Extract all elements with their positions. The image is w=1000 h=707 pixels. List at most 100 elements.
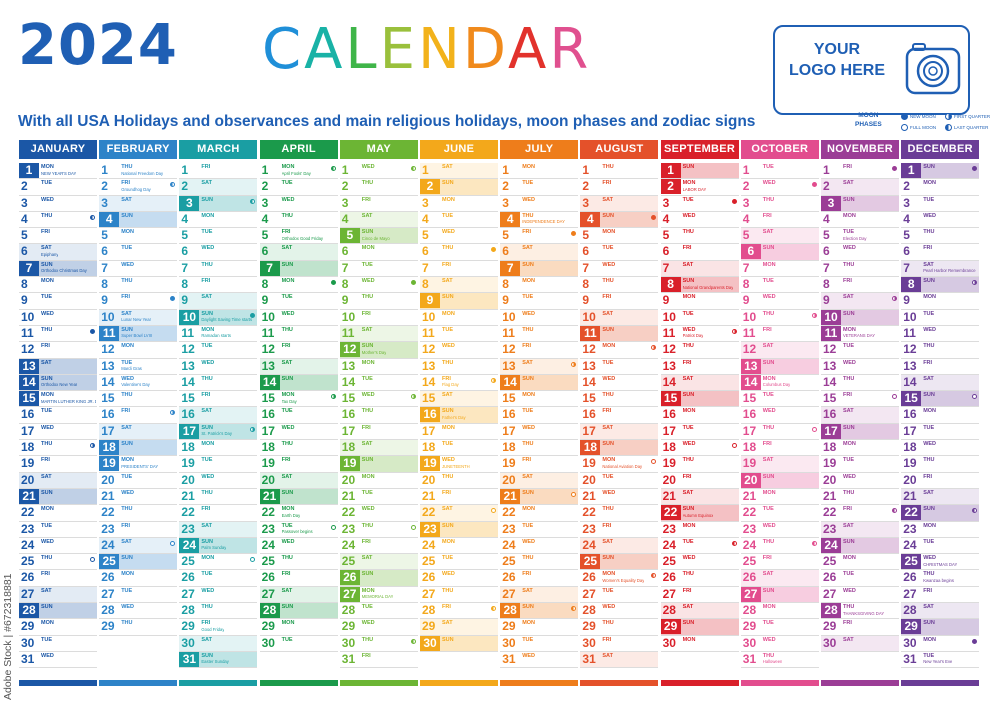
day-number: 13 xyxy=(341,358,356,373)
day-number: 12 xyxy=(582,342,596,357)
day-row: 1 SAT xyxy=(420,163,498,180)
weekday-label: SAT xyxy=(602,652,613,659)
last-quarter-icon xyxy=(170,182,176,188)
day-number: 26 xyxy=(823,570,837,585)
day-row: 24 TUE xyxy=(901,538,980,555)
weekday-label: MON xyxy=(121,571,135,578)
weekday-label: MON xyxy=(602,343,616,350)
day-row: 28 WED xyxy=(580,603,659,620)
weekday-label: THU xyxy=(923,343,935,350)
weekday-label: MON xyxy=(361,473,375,480)
weekday-label: FRI xyxy=(762,441,772,448)
weekday-label: SUN xyxy=(923,278,935,285)
day-row: 29 FRI Good Friday xyxy=(179,619,258,636)
day-number: 25 xyxy=(823,554,837,569)
day-row: 12 TUE xyxy=(179,342,258,359)
day-row: 10 SAT xyxy=(580,309,659,326)
day-number: 14 xyxy=(259,374,280,390)
day-row: 15 MON xyxy=(500,391,579,408)
day-row: 22 THU xyxy=(580,505,659,522)
weekday-label: THU xyxy=(762,310,775,317)
day-row: 26 TUE xyxy=(179,570,258,587)
day-number: 13 xyxy=(502,358,516,373)
month-column: FEBRUARY 1 THU National Freedom Day 2 FRI Grou… xyxy=(99,140,178,687)
day-number: 13 xyxy=(19,358,39,374)
month-header: JANUARY xyxy=(19,140,97,159)
day-row: 24 WED xyxy=(500,538,579,555)
weekday-label: SAT xyxy=(361,555,373,562)
weekday-label: SUN xyxy=(923,392,935,399)
day-number: 25 xyxy=(99,554,120,570)
weekday-label: FRI xyxy=(762,555,772,562)
day-number: 30 xyxy=(341,635,356,650)
day-number: 25 xyxy=(901,554,922,570)
day-row: 29 TUE xyxy=(740,619,819,636)
weekday-label: SUN xyxy=(522,375,534,382)
day-number: 27 xyxy=(21,586,35,601)
day-number: 27 xyxy=(903,586,917,601)
day-number: 19 xyxy=(420,456,440,472)
weekday-label: FRI xyxy=(361,310,371,317)
day-number: 19 xyxy=(823,456,837,471)
day-number: 13 xyxy=(261,358,275,373)
weekday-label: TUE xyxy=(281,180,293,187)
day-note: Kwanzaa begins xyxy=(923,577,954,583)
weekday-label: WED xyxy=(41,196,54,203)
day-row: 29 MON xyxy=(259,619,338,636)
day-note: Patriot Day xyxy=(682,333,704,339)
day-number: 21 xyxy=(662,488,676,503)
day-row: 14 MON Columbus Day xyxy=(740,374,819,392)
day-number: 7 xyxy=(823,260,830,275)
day-number: 17 xyxy=(261,423,275,438)
day-number: 28 xyxy=(662,603,676,618)
weekday-label: MON xyxy=(843,441,856,448)
day-row: 30 WED xyxy=(740,636,819,652)
weekday-label: SUN xyxy=(201,538,214,545)
day-note: New Year's Eve xyxy=(923,659,953,665)
logo-placeholder: YOUR LOGO HERE xyxy=(773,25,970,115)
weekday-label: SUN xyxy=(201,196,214,203)
day-list: 1 SUN 2 MON 3 TUE 4 WED 5 THU 6 FRI 7 SAT Pearl Harbor… xyxy=(901,163,980,669)
day-row: 17 TUE xyxy=(660,424,739,441)
month-column: JULY 1 MON 2 TUE 3 WED 4 THU INDEPENDENCE DAY 5 FRI… xyxy=(500,140,579,687)
weekday-label: FRI xyxy=(602,408,612,415)
legend-full-moon-label: FULL MOON xyxy=(910,125,937,130)
day-number: 25 xyxy=(662,554,676,569)
day-number: 28 xyxy=(341,603,356,618)
day-number: 30 xyxy=(502,635,516,650)
weekday-label: TUE xyxy=(522,180,534,187)
day-number: 29 xyxy=(742,619,757,634)
day-number: 29 xyxy=(582,619,596,634)
day-row: 2 TUE xyxy=(500,179,579,196)
day-number: 23 xyxy=(181,521,195,536)
day-row: 31 THU Halloween xyxy=(740,652,819,669)
day-number: 8 xyxy=(21,277,28,292)
day-number: 5 xyxy=(582,228,590,243)
day-number: 7 xyxy=(500,260,521,276)
day-number: 31 xyxy=(21,651,35,666)
title-letter: D xyxy=(462,17,509,82)
day-number: 10 xyxy=(903,309,917,324)
day-row: 4 WED xyxy=(901,212,980,229)
day-row: 19 MON PRESIDENTS' DAY xyxy=(99,456,178,473)
weekday-label: MON xyxy=(923,294,937,301)
day-row: 10 SAT Lunar New Year xyxy=(99,309,178,326)
day-row: 30 TUE xyxy=(259,636,338,652)
legend-first-quarter-label: FIRST QUARTER xyxy=(954,114,991,119)
day-number: 23 xyxy=(582,521,596,536)
day-row: 26 MON Women's Equality Day xyxy=(580,570,659,587)
weekday-label: SAT xyxy=(361,326,373,333)
weekday-label: THU xyxy=(442,473,454,480)
weekday-label: FRI xyxy=(923,245,933,252)
first-quarter-icon xyxy=(250,426,256,432)
day-number: 21 xyxy=(259,488,280,504)
day-row: 9 SUN xyxy=(420,293,498,310)
title-letter: A xyxy=(304,17,346,82)
weekday-label: SUN xyxy=(762,587,775,594)
moon-legend-title-2: PHASES xyxy=(855,120,882,128)
day-row: 6 FRI xyxy=(901,244,980,261)
day-number: 7 xyxy=(181,260,189,275)
day-number: 18 xyxy=(181,440,195,455)
day-note: Super Bowl LVIII xyxy=(121,333,153,339)
day-number: 9 xyxy=(101,293,108,308)
